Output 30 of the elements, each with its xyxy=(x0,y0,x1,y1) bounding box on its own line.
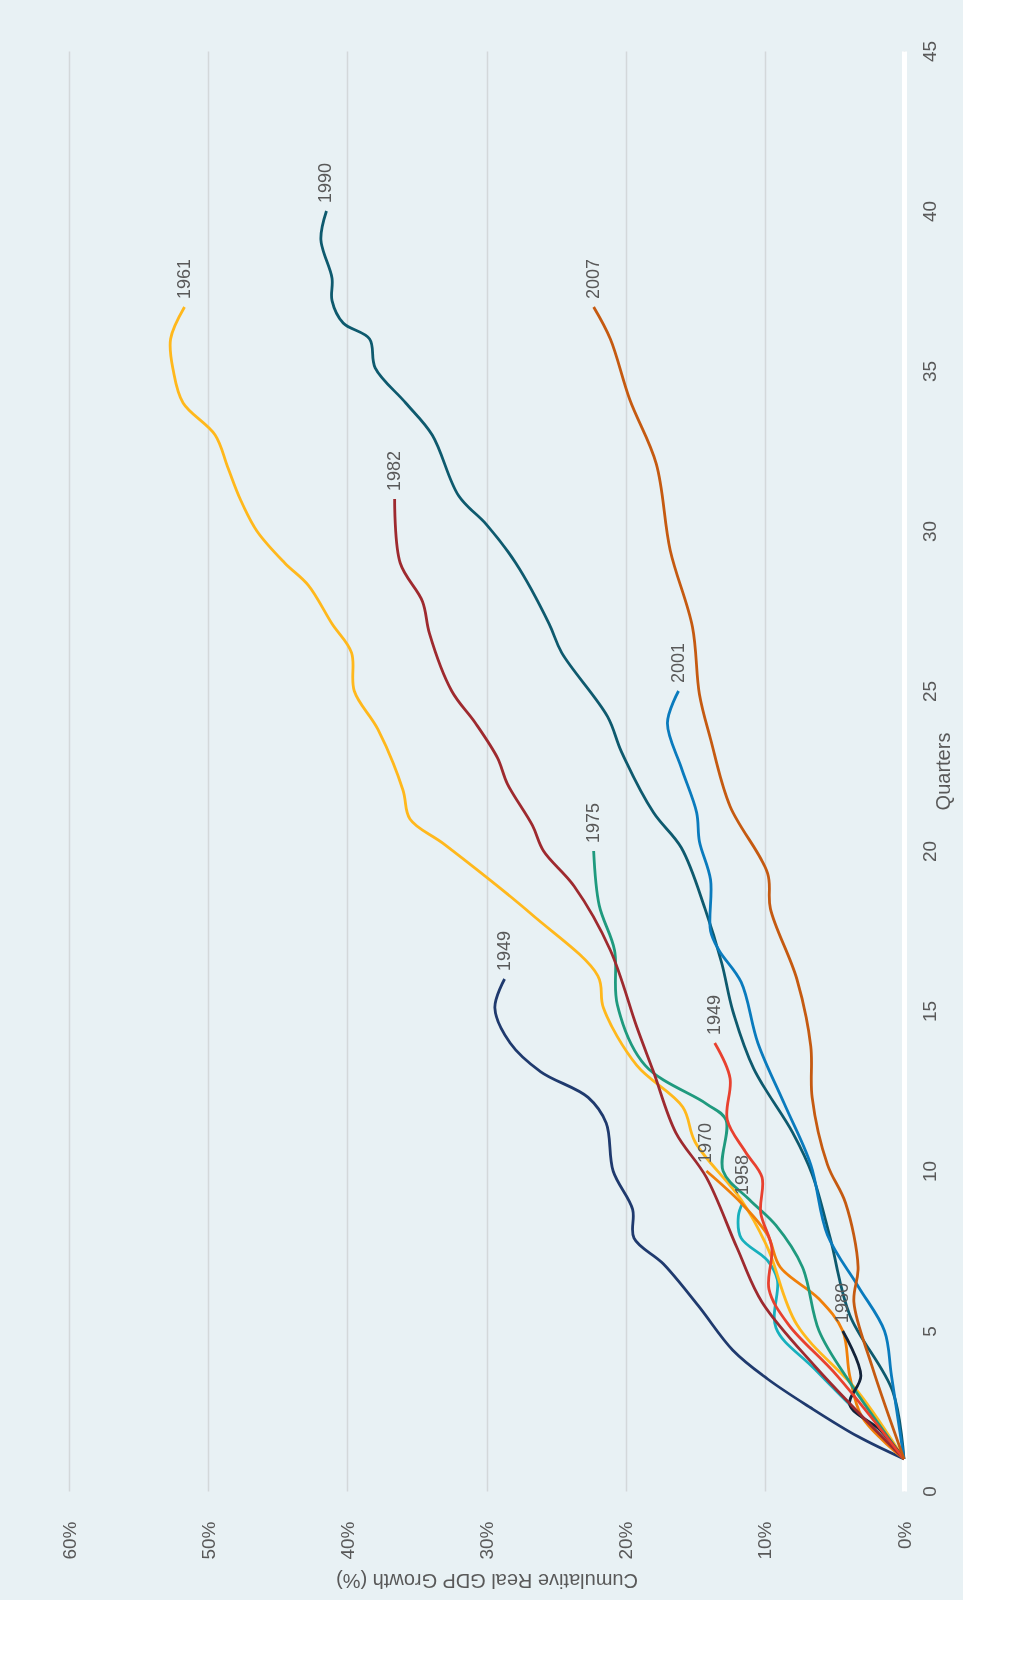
y-tick-label: 35 xyxy=(918,360,940,383)
y-tick-label: 15 xyxy=(918,1000,940,1023)
text: 1975 xyxy=(582,802,603,843)
text: 1949 xyxy=(493,930,514,971)
y-tick-label: 10 xyxy=(918,1160,940,1183)
y-tick-label: 20 xyxy=(918,840,940,863)
text: 1990 xyxy=(315,162,336,203)
text: 1958 xyxy=(731,1154,752,1195)
text: 1949 xyxy=(703,994,724,1035)
x-tick-label: 50% xyxy=(197,1521,219,1560)
x-tick-label: 40% xyxy=(336,1521,358,1560)
y-tick-label: 45 xyxy=(918,40,940,63)
y-tick-label: 40 xyxy=(918,200,940,223)
x-tick-label: 30% xyxy=(476,1521,497,1560)
y-axis-title: Quarters xyxy=(931,732,954,811)
y-tick-label: 0 xyxy=(918,1486,940,1497)
x-tick-label: 10% xyxy=(754,1521,776,1560)
text: 1961 xyxy=(173,258,194,299)
x-tick-label: 20% xyxy=(615,1521,637,1560)
x-axis-title: Cumulative Real GDP Growth (%) xyxy=(336,1569,638,1592)
y-tick-label: 5 xyxy=(918,1326,940,1337)
y-tick-label: 30 xyxy=(918,520,940,543)
x-tick-label: 60% xyxy=(58,1521,80,1560)
text: 2001 xyxy=(667,642,688,683)
text: 1980 xyxy=(831,1282,852,1323)
x-tick-label: 0% xyxy=(893,1521,915,1549)
text: 1982 xyxy=(383,450,404,491)
y-tick-label: 25 xyxy=(918,680,940,703)
text: 1970 xyxy=(695,1122,716,1163)
text: 2007 xyxy=(582,258,603,299)
